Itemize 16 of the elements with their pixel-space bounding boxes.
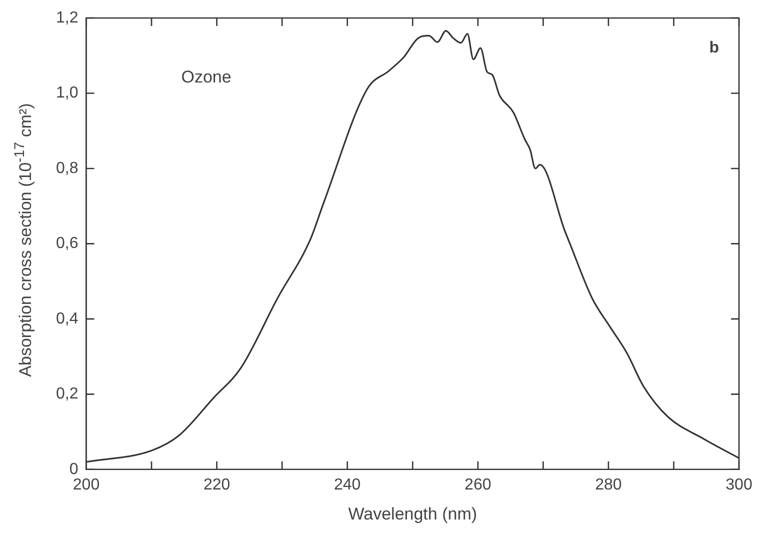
- x-tick-label: 280: [595, 476, 622, 494]
- annotation: b: [709, 39, 720, 56]
- y-tick-label: 0,2: [56, 386, 78, 403]
- y-tick-label: 1,2: [56, 9, 78, 26]
- x-tick-label: 260: [464, 476, 492, 494]
- annotation: Ozone: [181, 68, 232, 87]
- x-tick-label: 200: [72, 476, 100, 494]
- x-axis-title: Wavelength (nm): [348, 504, 478, 524]
- x-tick-label: 220: [203, 476, 230, 494]
- y-tick-label: 1,0: [56, 84, 78, 102]
- y-tick-label: 0: [69, 460, 78, 478]
- y-tick-label: 0,8: [56, 160, 78, 177]
- y-tick-label: 0,6: [56, 235, 78, 252]
- y-tick-label: 0,4: [56, 310, 78, 328]
- x-tick-label: 240: [334, 476, 361, 494]
- x-tick-label: 300: [726, 476, 752, 494]
